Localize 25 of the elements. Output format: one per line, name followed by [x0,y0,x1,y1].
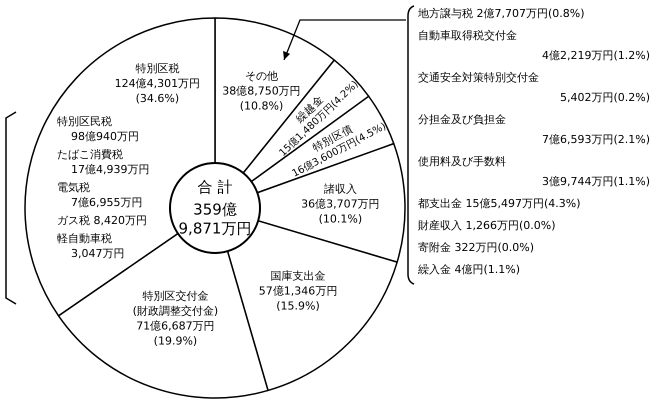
text: 使用料及び手数料 3億9,744万円(1.1%) [418,155,650,188]
data-label: 38億8,750万円 (10.8%) [222,84,301,113]
legend-label: その他 [245,70,278,83]
text: 軽自動車税 3,047万円 [57,232,124,260]
text: 繰入金 4億円(1.1%) [417,263,520,276]
text: たばこ消費税 17億4,939万円 [57,148,150,176]
text: 自動車取得税交付金 4億2,219万円(1.2%) [418,29,650,62]
text: 分担金及び負担金 7億6,593万円(2.1%) [418,113,650,146]
text: 特別区民税 98億940万円 [57,115,139,144]
data-label: 71億6,687万円 (19.9%) [136,319,215,348]
data-label: 36億3,707万円 (10.1%) [301,197,380,226]
text: 地方譲与税 2億7,707万円(0.8%) [417,7,585,20]
data-label: 124億4,301万円 (34.6%) [114,76,200,105]
text: 都支出金 15億5,497万円(4.3%) [418,197,581,210]
text: 合 計 359億 9,871万円 [178,178,252,238]
slice-label: 国庫支出金 [270,270,326,283]
slice-label: 特別区交付金 (財政調整交付金) [132,289,218,318]
data-label: 57億1,346万円 (15.9%) [258,284,338,313]
text: 電気税 7億6,955万円 [57,181,142,210]
text: 財産収入 1,266万円(0.0%) [418,219,556,232]
text: 交通安全対策特別交付金 5,402万円(0.2%) [418,71,650,104]
text: 寄附金 322万円(0.0%) [418,241,534,254]
slice-label: 特別区税 [135,62,180,75]
slice-label: 諸収入 [324,182,357,196]
text: ガス税 8,420万円 [57,214,147,228]
